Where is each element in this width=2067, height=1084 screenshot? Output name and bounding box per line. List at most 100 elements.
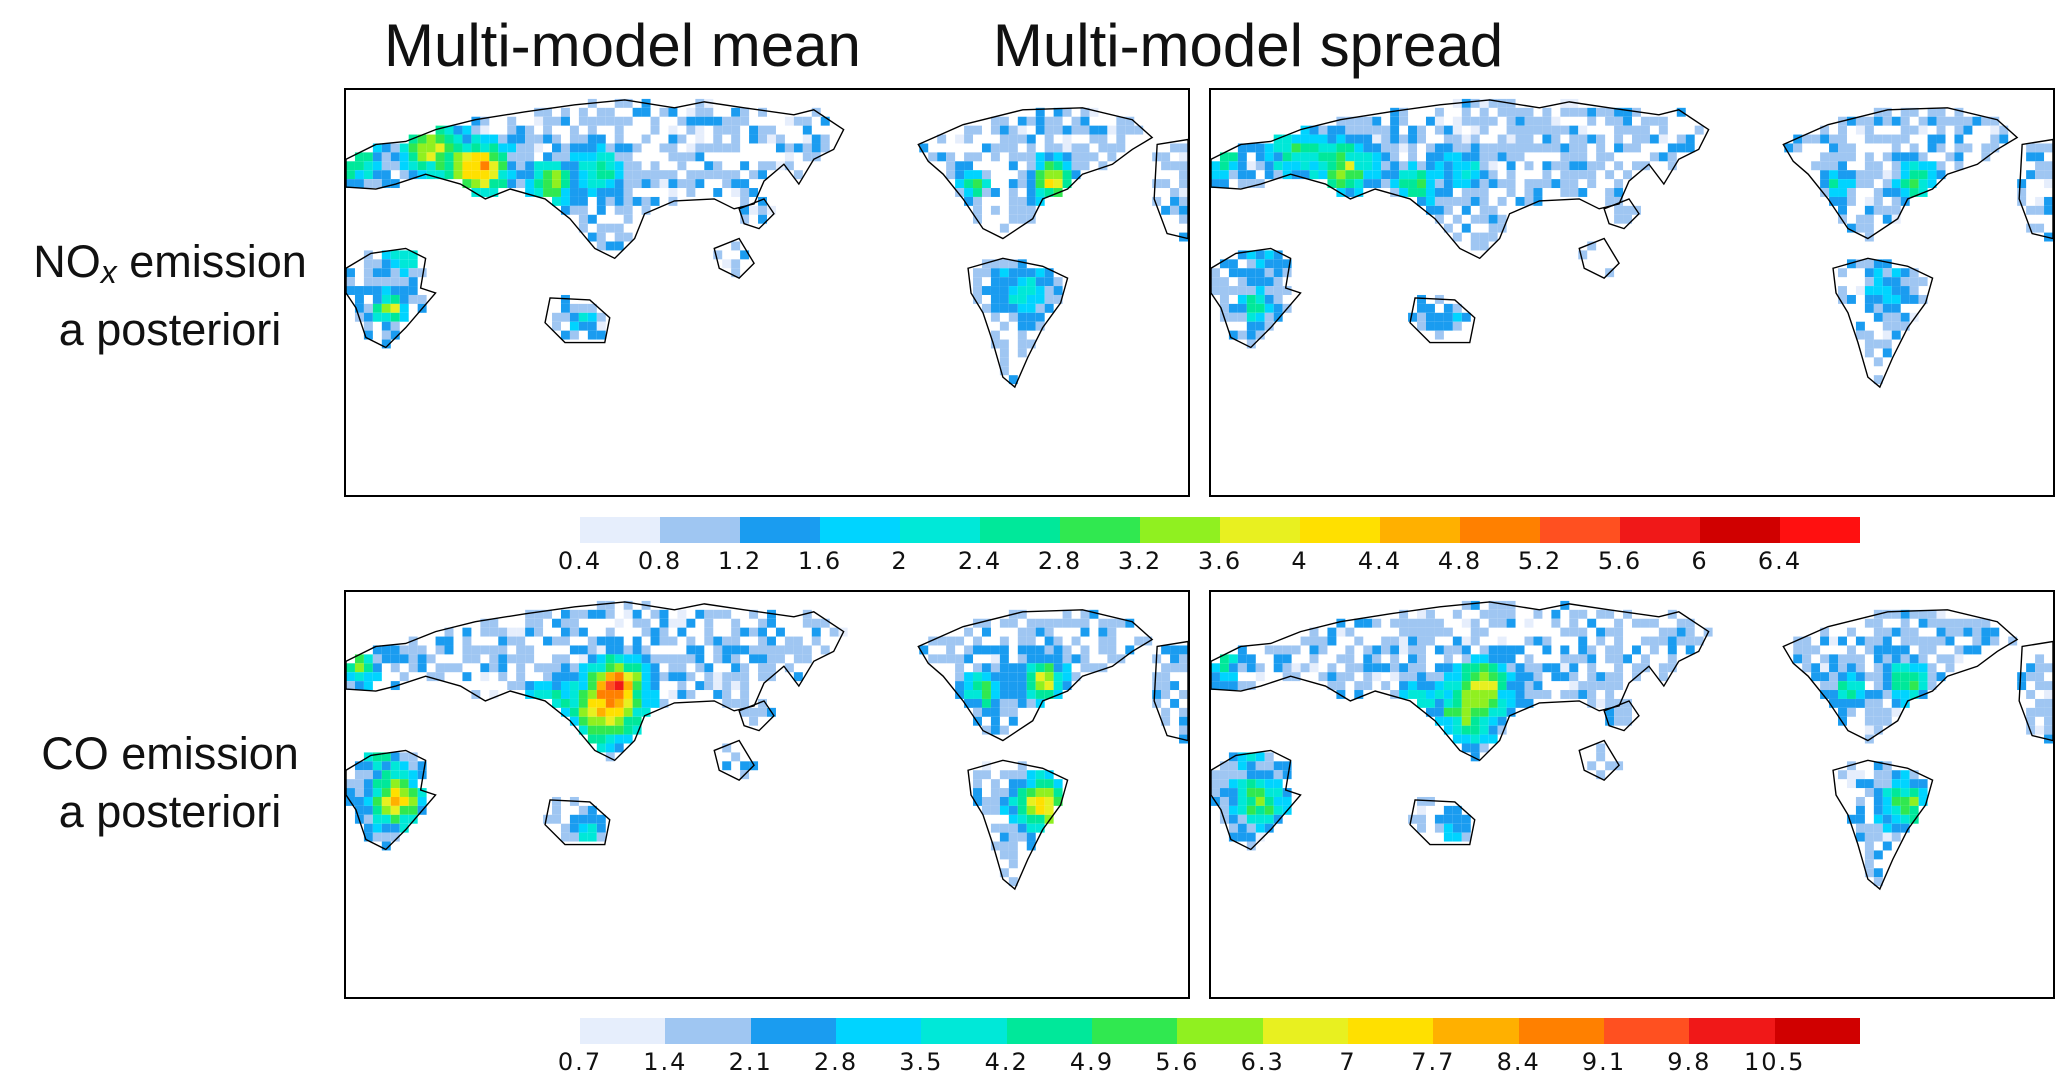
grid-cell [677, 618, 687, 628]
grid-cell [1838, 654, 1847, 664]
grid-cell [1936, 134, 1946, 144]
grid-cell [1461, 107, 1471, 117]
grid-cell [1596, 672, 1606, 682]
grid-cell [677, 627, 687, 637]
grid-cell [1524, 618, 1534, 628]
grid-cell [372, 814, 382, 824]
grid-cell [1425, 116, 1435, 126]
grid-cell [1255, 259, 1265, 269]
grid-cell [1470, 143, 1480, 153]
grid-cell [543, 134, 553, 144]
grid-cell [1524, 672, 1534, 682]
grid-cell [1246, 143, 1256, 153]
grid-cell [614, 672, 624, 682]
coastline [1832, 759, 1934, 891]
grid-cell [686, 618, 696, 628]
grid-cell [1488, 179, 1498, 189]
grid-cell [560, 205, 570, 215]
grid-cell [390, 814, 400, 824]
grid-cell [1017, 339, 1027, 349]
grid-cell [1053, 161, 1063, 171]
grid-cell [1044, 654, 1054, 664]
grid-cell [1264, 770, 1274, 780]
grid-cell [802, 152, 812, 162]
grid-cell [981, 645, 991, 655]
grid-cell [1891, 779, 1901, 789]
grid-cell [650, 196, 660, 206]
grid-cell [659, 609, 669, 619]
grid-cell [1506, 179, 1516, 189]
grid-cell [1080, 627, 1090, 637]
grid-cell [632, 161, 642, 171]
grid-cell [435, 672, 445, 682]
grid-cell [1443, 223, 1453, 233]
grid-cell [1255, 832, 1265, 842]
grid-cell [1784, 143, 1794, 153]
grid-cell [1237, 770, 1247, 780]
grid-cell [1179, 654, 1188, 664]
grid-cell [1873, 663, 1883, 673]
grid-cell [543, 152, 553, 162]
grid-cell [1219, 277, 1229, 287]
grid-cell [1161, 645, 1171, 655]
grid-cell [1488, 214, 1498, 224]
grid-cell [1408, 690, 1418, 699]
grid-cell [973, 645, 982, 655]
grid-cell [1211, 170, 1220, 180]
grid-cell [623, 179, 633, 189]
grid-cell [1542, 161, 1552, 171]
grid-cell [1900, 698, 1910, 708]
grid-cell [731, 654, 741, 664]
grid-cell [560, 832, 570, 842]
grid-cell [623, 143, 633, 153]
grid-cell [354, 663, 364, 673]
colorbar-tick-label: 8.4 [1496, 1048, 1541, 1076]
grid-cell [641, 654, 651, 664]
grid-cell [1909, 152, 1919, 162]
grid-cell [1506, 188, 1516, 197]
grid-cell [1873, 196, 1883, 206]
grid-cell [1461, 618, 1471, 628]
grid-cell [489, 170, 499, 180]
colorbar-tick-label: 2.8 [1037, 547, 1083, 575]
grid-cell [399, 286, 409, 295]
grid-cell [1461, 179, 1471, 189]
coastline [917, 107, 1154, 240]
grid-cell [686, 654, 696, 664]
grid-cell [802, 125, 812, 135]
grid-cell [1443, 725, 1453, 735]
grid-cell [1017, 196, 1027, 206]
grid-cell [372, 179, 382, 189]
grid-cell [346, 277, 355, 287]
grid-cell [560, 188, 570, 197]
grid-cell [731, 698, 741, 708]
grid-cell [1026, 205, 1036, 215]
grid-cell [1080, 618, 1090, 628]
grid-cell [1434, 161, 1444, 171]
grid-cell [623, 196, 633, 206]
grid-cell [507, 627, 517, 637]
grid-cell [650, 636, 660, 646]
grid-cell [1578, 690, 1588, 699]
grid-cell [578, 107, 588, 117]
grid-cell [1488, 232, 1498, 242]
grid-cell [1017, 134, 1027, 144]
grid-cell [2026, 663, 2036, 673]
colorbar-tick-label: 1.2 [717, 547, 763, 575]
grid-cell [1282, 259, 1292, 269]
grid-cell [1264, 143, 1274, 153]
grid-cell [1954, 654, 1964, 664]
grid-cell [1927, 143, 1937, 153]
grid-cell [1170, 698, 1180, 708]
grid-cell [1246, 303, 1256, 313]
grid-cell [1873, 814, 1883, 824]
grid-cell [1408, 143, 1418, 153]
grid-cell [1587, 618, 1597, 628]
grid-cell [990, 330, 1000, 340]
grid-cell [1560, 188, 1570, 197]
grid-cell [363, 654, 373, 664]
grid-cell [605, 196, 615, 206]
grid-cell [1542, 134, 1552, 144]
grid-cell [1793, 645, 1803, 655]
grid-cell [1452, 303, 1462, 313]
